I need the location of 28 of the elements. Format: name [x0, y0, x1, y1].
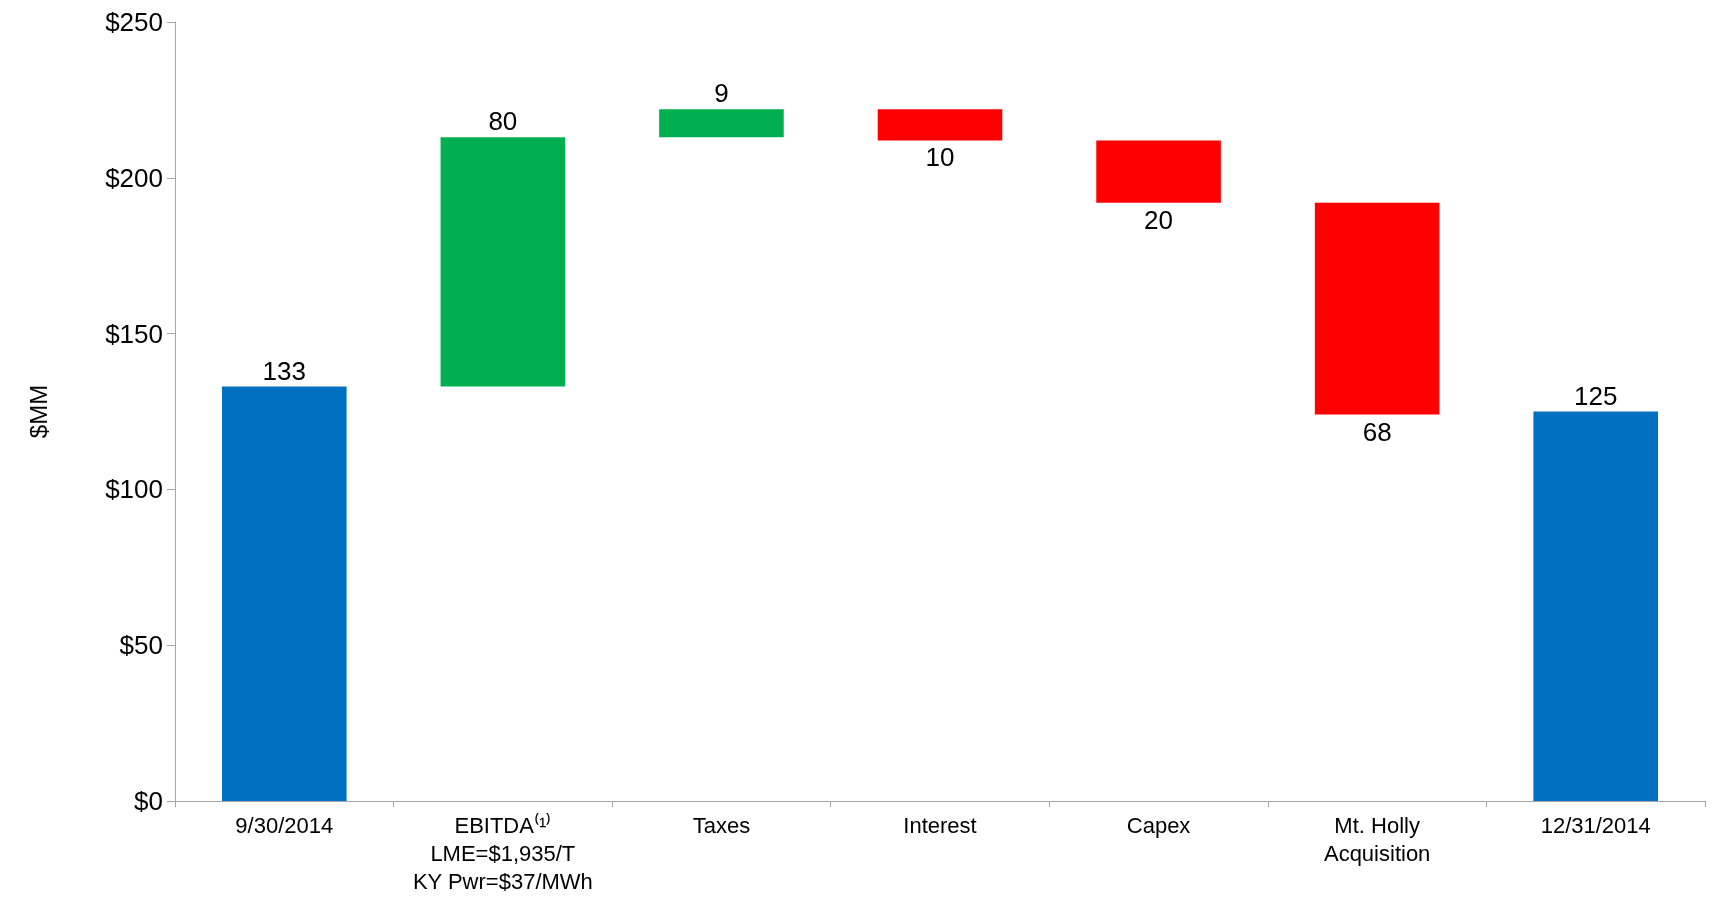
y-tick-label: $0: [134, 786, 163, 816]
bar: [440, 137, 566, 387]
bar: [1533, 411, 1659, 801]
data-label: 20: [1144, 204, 1174, 235]
y-tick-label: $250: [105, 7, 163, 37]
data-label: 125: [1574, 380, 1618, 411]
data-label: 133: [262, 355, 306, 386]
data-label: 68: [1362, 416, 1392, 447]
y-axis-title: $MM: [24, 384, 52, 439]
bar: [1314, 202, 1440, 415]
x-tick-label: EBITDA⁽¹⁾ LME=$1,935/T KY Pwr=$37/MWh: [412, 812, 593, 894]
bar: [221, 386, 347, 801]
y-tick-label: $200: [105, 162, 163, 193]
x-tick-label: Taxes: [692, 812, 751, 838]
x-tick-label: 12/31/2014: [1540, 812, 1651, 838]
bar: [877, 109, 1003, 141]
y-tick-label: $150: [105, 318, 163, 349]
y-tick-label: $100: [105, 474, 163, 505]
data-label: 10: [925, 142, 955, 173]
x-tick-label: Interest: [903, 812, 977, 838]
bar: [1096, 140, 1221, 203]
x-tick-label: Mt. Holly Acquisition: [1323, 812, 1431, 866]
bar: [659, 109, 784, 138]
data-label: 80: [488, 106, 518, 137]
x-tick-label: 9/30/2014: [235, 812, 334, 838]
y-tick-label: $50: [119, 630, 163, 661]
data-label: 9: [714, 78, 729, 109]
x-tick-label: Capex: [1126, 812, 1191, 838]
